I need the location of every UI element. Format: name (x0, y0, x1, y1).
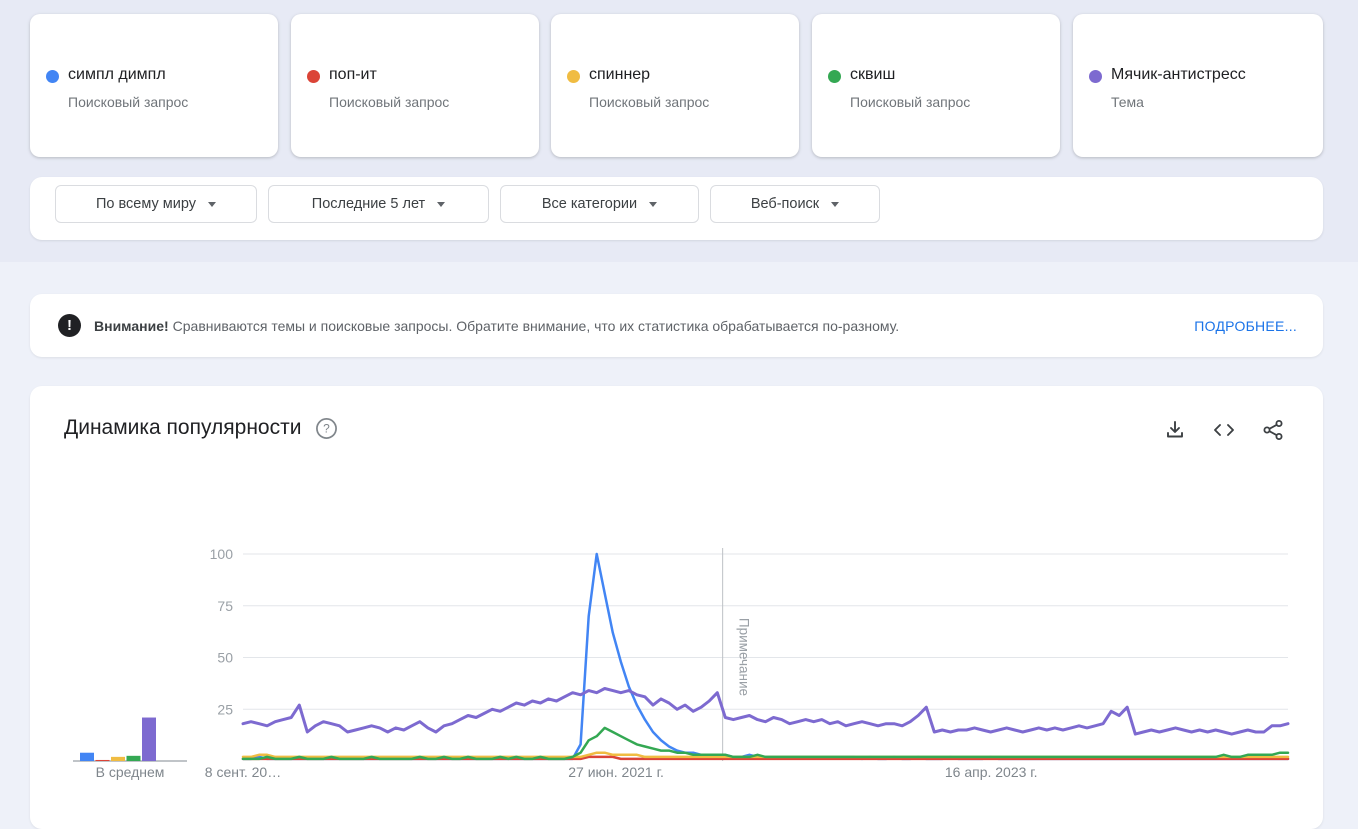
comparison-card-spinner[interactable]: спиннер Поисковый запрос (551, 14, 799, 157)
search-type-dropdown-label: Веб-поиск (750, 196, 820, 212)
card-type: Поисковый запрос (850, 94, 971, 110)
card-type: Поисковый запрос (329, 94, 450, 110)
download-icon[interactable] (1163, 418, 1187, 442)
avg-bar[interactable] (95, 759, 110, 761)
notice-title: Внимание! (94, 317, 169, 334)
card-term: поп-ит (329, 66, 377, 83)
x-tick-label: 8 сент. 20… (205, 764, 281, 780)
more-details-link[interactable]: ПОДРОБНЕЕ... (1194, 317, 1297, 334)
time-range-dropdown-label: Последние 5 лет (311, 196, 426, 212)
notice-banner: ! Внимание! Сравниваются темы и поисковые… (30, 294, 1323, 357)
comparison-card-simpl-dimpl[interactable]: симпл димпл Поисковый запрос (30, 14, 278, 157)
annotation-label: Примечание (737, 618, 752, 696)
embed-icon[interactable] (1211, 418, 1237, 442)
card-term: сквиш (850, 66, 896, 83)
help-icon[interactable]: ? (315, 417, 338, 440)
region-dropdown[interactable]: По всему миру (55, 185, 257, 223)
chevron-down-icon (208, 201, 216, 207)
notice-text: Внимание! Сравниваются темы и поисковые з… (94, 318, 899, 334)
card-type: Поисковый запрос (589, 94, 710, 110)
category-dropdown-label: Все категории (541, 196, 638, 212)
chevron-down-icon (831, 201, 840, 207)
y-tick-label: 75 (217, 598, 233, 614)
avg-label: В среднем (96, 764, 165, 780)
y-tick-label: 25 (217, 701, 233, 717)
series-color-dot (46, 70, 59, 83)
exclamation-circle-icon: ! (58, 314, 81, 337)
comparison-card-stress-ball[interactable]: Мячик-антистресс Тема (1073, 14, 1323, 157)
avg-bar[interactable] (111, 756, 125, 761)
region-dropdown-label: По всему миру (96, 196, 196, 212)
svg-text:?: ? (324, 421, 331, 435)
card-term: Мячик-антистресс (1111, 66, 1246, 83)
y-tick-label: 50 (217, 650, 233, 666)
series-color-dot (567, 70, 580, 83)
x-tick-label: 16 апр. 2023 г. (945, 764, 1038, 780)
series-line[interactable] (241, 687, 1290, 736)
chart-title: Динамика популярности (64, 416, 302, 439)
category-dropdown[interactable]: Все категории (500, 185, 699, 223)
card-term: симпл димпл (68, 66, 166, 83)
card-type: Тема (1111, 94, 1144, 110)
notice-body: Сравниваются темы и поисковые запросы. О… (172, 317, 900, 334)
chart-toolbar (1163, 418, 1285, 442)
comparison-card-skvish[interactable]: сквиш Поисковый запрос (812, 14, 1060, 157)
avg-bar[interactable] (80, 752, 94, 761)
chevron-down-icon (649, 201, 658, 207)
card-term: спиннер (589, 66, 651, 83)
y-tick-label: 100 (210, 546, 234, 562)
comparison-card-pop-it[interactable]: поп-ит Поисковый запрос (291, 14, 539, 157)
series-color-dot (1089, 70, 1102, 83)
series-color-dot (307, 70, 320, 83)
series-line[interactable] (241, 726, 1290, 761)
avg-bar[interactable] (142, 717, 156, 761)
chart-header: Динамика популярности ? (64, 416, 338, 440)
card-type: Поисковый запрос (68, 94, 189, 110)
trend-chart[interactable]: 25 50 75 100 Примечание 8 сент. 20… 27 июн. 20… (30, 540, 1323, 790)
share-icon[interactable] (1261, 418, 1285, 442)
interest-over-time-card: Динамика популярности ? (30, 386, 1323, 829)
filter-panel: По всему миру Последние 5 лет Все катего… (30, 177, 1323, 240)
time-range-dropdown[interactable]: Последние 5 лет (268, 185, 489, 223)
avg-bar[interactable] (126, 755, 141, 761)
series-color-dot (828, 70, 841, 83)
x-tick-label: 27 июн. 2021 г. (568, 764, 664, 780)
search-type-dropdown[interactable]: Веб-поиск (710, 185, 880, 223)
chevron-down-icon (437, 201, 446, 207)
series-line[interactable] (241, 755, 1290, 761)
